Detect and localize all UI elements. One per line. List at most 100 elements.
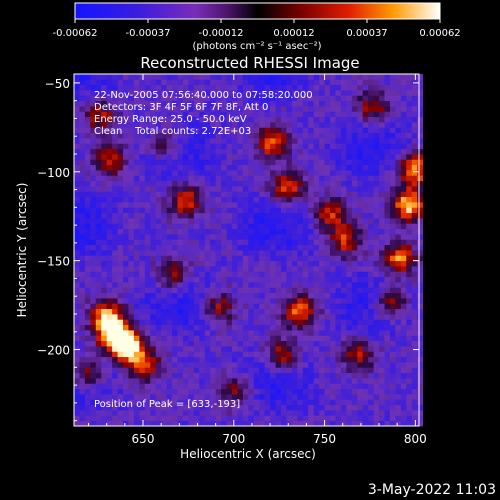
heatmap-cell (248, 223, 255, 230)
heatmap-cell (133, 282, 140, 288)
heatmap-cell (384, 191, 391, 198)
heatmap-cell (308, 116, 315, 123)
heatmap-cell (112, 186, 118, 192)
heatmap-cell (253, 212, 260, 219)
heatmap-cell (335, 154, 342, 160)
heatmap-cell (253, 276, 260, 283)
heatmap-cell (275, 138, 282, 144)
heatmap-cell (253, 367, 260, 374)
heatmap-cell (400, 410, 407, 416)
heatmap-cell (411, 271, 418, 278)
heatmap-cell (182, 303, 189, 310)
heatmap-cell (281, 159, 287, 166)
heatmap-cell (144, 250, 151, 256)
heatmap-cell (226, 95, 233, 102)
heatmap-cell (308, 84, 315, 91)
heatmap-cell (95, 234, 102, 240)
heatmap-cell (411, 95, 418, 102)
heatmap-cell (281, 271, 287, 278)
heatmap-cell (166, 111, 173, 118)
heatmap-cell (286, 303, 293, 310)
heatmap-cell (166, 122, 173, 128)
heatmap-cell (400, 154, 407, 160)
heatmap-cell (90, 266, 97, 272)
heatmap-cell (253, 100, 260, 107)
heatmap-cell (188, 180, 195, 187)
heatmap-cell (302, 239, 309, 246)
heatmap-cell (351, 351, 358, 358)
heatmap-cell (182, 367, 189, 374)
heatmap-cell (281, 164, 287, 171)
heatmap-cell (417, 84, 424, 91)
heatmap-cell (188, 266, 195, 272)
heatmap-cell (275, 159, 282, 166)
heatmap-cell (248, 207, 255, 214)
heatmap-cell (204, 260, 211, 267)
heatmap-cell (177, 191, 184, 198)
heatmap-cell (389, 106, 396, 112)
heatmap-cell (253, 282, 260, 288)
heatmap-cell (291, 100, 298, 107)
heatmap-cell (215, 346, 222, 352)
heatmap-cell (346, 186, 353, 192)
heatmap-cell (373, 234, 380, 240)
heatmap-cell (400, 266, 407, 272)
heatmap-cell (155, 111, 162, 118)
heatmap-cell (101, 367, 108, 374)
heatmap-cell (79, 394, 86, 400)
heatmap-cell (400, 127, 407, 134)
heatmap-cell (406, 244, 413, 251)
heatmap-cell (248, 164, 255, 171)
heatmap-cell (297, 143, 304, 150)
heatmap-cell (411, 298, 418, 304)
heatmap-cell (264, 191, 271, 198)
heatmap-cell (95, 319, 102, 326)
heatmap-cell (373, 228, 380, 235)
heatmap-cell (79, 314, 86, 320)
heatmap-cell (248, 90, 255, 96)
heatmap-cell (357, 202, 364, 208)
heatmap-cell (406, 308, 413, 315)
heatmap-cell (291, 111, 298, 118)
heatmap-cell (346, 207, 353, 214)
heatmap-cell (340, 276, 347, 283)
heatmap-cell (79, 410, 86, 416)
heatmap-cell (237, 367, 244, 374)
heatmap-cell (106, 239, 113, 246)
heatmap-cell (210, 127, 217, 134)
heatmap-cell (417, 367, 424, 374)
heatmap-cell (237, 228, 244, 235)
heatmap-cell (373, 351, 380, 358)
heatmap-cell (406, 127, 413, 134)
heatmap-cell (161, 410, 168, 416)
heatmap-cell (395, 111, 402, 118)
heatmap-cell (128, 143, 135, 150)
heatmap-cell (275, 372, 282, 379)
heatmap-cell (90, 207, 97, 214)
heatmap-cell (161, 383, 168, 390)
heatmap-cell (281, 410, 287, 416)
heatmap-cell (144, 244, 151, 251)
heatmap-cell (324, 116, 331, 123)
heatmap-cell (291, 244, 298, 251)
heatmap-cell (123, 383, 129, 390)
heatmap-cell (384, 116, 391, 123)
heatmap-cell (177, 372, 184, 379)
heatmap-cell (400, 420, 407, 427)
heatmap-cell (330, 106, 336, 112)
heatmap-cell (362, 154, 369, 160)
heatmap-cell (313, 351, 320, 358)
heatmap-cell (193, 346, 200, 352)
heatmap-cell (259, 218, 266, 224)
heatmap-cell (204, 356, 211, 363)
heatmap-cell (417, 324, 424, 331)
heatmap-cell (406, 367, 413, 374)
heatmap-cell (308, 191, 315, 198)
heatmap-cell (166, 74, 173, 80)
heatmap-cell (330, 383, 336, 390)
heatmap-cell (128, 420, 135, 427)
heatmap-cell (193, 308, 200, 315)
heatmap-cell (351, 340, 358, 347)
heatmap-cell (101, 394, 108, 400)
heatmap-cell (90, 394, 97, 400)
